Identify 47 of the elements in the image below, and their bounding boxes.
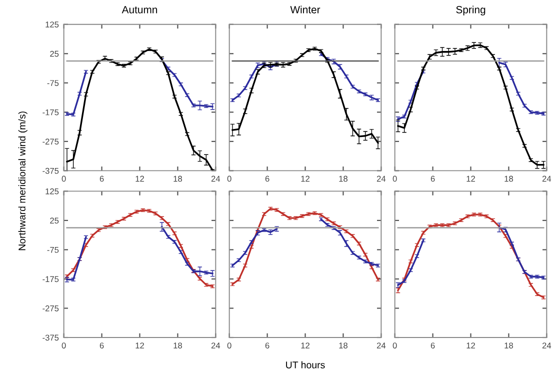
x-tick-label: 12: [136, 342, 144, 348]
y-tick-label: -75: [47, 246, 59, 253]
x-tick-label: 0: [227, 342, 232, 348]
x-tick-label: 24: [542, 176, 552, 182]
y-tick-label: -375: [42, 168, 59, 174]
x-tick-label: 0: [392, 342, 397, 348]
x-tick-label: 18: [504, 342, 513, 348]
y-tick-label: -175: [42, 276, 59, 282]
x-tick-label: 18: [504, 176, 513, 182]
y-axis-title: Northward meridional wind (m/s): [18, 112, 28, 250]
x-tick-label: 24: [211, 342, 220, 348]
x-tick-label: 12: [466, 176, 475, 182]
x-tick-label: 6: [265, 342, 270, 348]
x-tick-label: 0: [62, 176, 66, 182]
y-tick-label: -75: [47, 80, 59, 86]
y-tick-label: -175: [42, 109, 59, 116]
x-tick-label: 6: [430, 342, 435, 348]
y-tick-label: 25: [50, 218, 59, 224]
y-tick-label: -275: [42, 305, 59, 312]
chart-title: Autumn: [122, 6, 158, 14]
x-tick-label: 12: [301, 176, 310, 182]
x-tick-label: 24: [542, 342, 552, 348]
x-tick-label: 12: [136, 176, 144, 182]
x-tick-label: 6: [100, 176, 104, 182]
x-tick-label: 12: [301, 342, 310, 348]
chart-title: Spring: [456, 6, 486, 16]
x-tick-label: 6: [265, 176, 270, 182]
x-tick-label: 18: [174, 176, 182, 182]
x-tick-label: 0: [392, 176, 397, 182]
x-tick-label: 18: [174, 342, 182, 348]
x-tick-label: 0: [62, 342, 66, 348]
y-tick-label: -275: [42, 138, 59, 145]
y-tick-label: -375: [42, 334, 59, 341]
x-tick-label: 18: [339, 176, 348, 182]
x-tick-label: 18: [339, 342, 348, 348]
x-tick-label: 6: [100, 342, 104, 348]
x-tick-label: 24: [376, 176, 386, 182]
x-tick-label: 12: [466, 342, 475, 348]
x-axis-title: UT hours: [286, 361, 325, 368]
x-tick-label: 24: [376, 342, 386, 348]
y-tick-label: 25: [50, 50, 59, 57]
y-tick-label: 125: [46, 22, 59, 28]
y-tick-label: 125: [46, 188, 59, 194]
x-tick-label: 6: [430, 176, 435, 182]
x-tick-label: 24: [211, 176, 220, 182]
x-tick-label: 0: [227, 176, 232, 182]
chart-title: Winter: [290, 6, 320, 14]
